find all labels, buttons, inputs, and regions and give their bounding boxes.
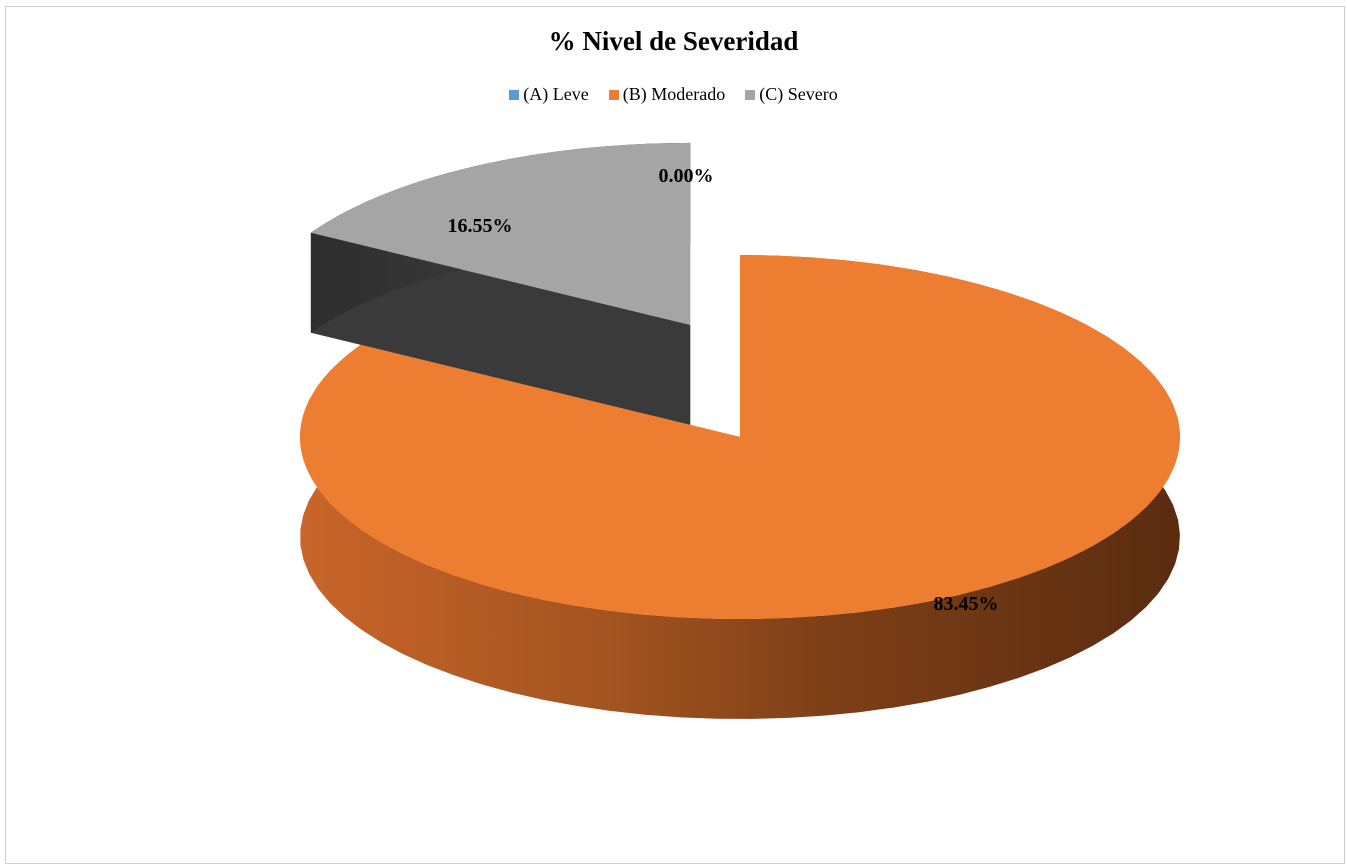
pie-slice-top-moderado <box>299 255 1180 619</box>
legend-label-severo: (C) Severo <box>759 84 838 104</box>
data-label-moderado: 83.45% <box>934 593 999 615</box>
data-label-severo: 16.55% <box>448 215 513 237</box>
data-label-leve: 0.00% <box>659 165 714 187</box>
pie-data-labels: 0.00% 83.45% 16.55% <box>448 165 999 615</box>
chart-legend: (A) Leve (B) Moderado (C) Severo <box>0 84 1347 105</box>
legend-swatch-leve <box>509 89 520 100</box>
legend-swatch-moderado <box>608 89 619 100</box>
chart-frame <box>5 6 1345 864</box>
pie-slice-moderado <box>299 255 1180 719</box>
chart-title: % Nivel de Severidad <box>548 26 799 56</box>
legend-item-moderado: (B) Moderado <box>608 84 726 105</box>
legend-item-severo: (C) Severo <box>745 84 838 105</box>
pie-slice-top-severo <box>310 142 691 325</box>
legend-item-leve: (A) Leve <box>509 84 589 105</box>
legend-label-leve: (A) Leve <box>523 84 589 104</box>
pie-slice-severo <box>310 142 691 425</box>
legend-label-moderado: (B) Moderado <box>622 84 726 104</box>
legend-swatch-severo <box>745 89 756 100</box>
pie-slices <box>299 142 1180 719</box>
